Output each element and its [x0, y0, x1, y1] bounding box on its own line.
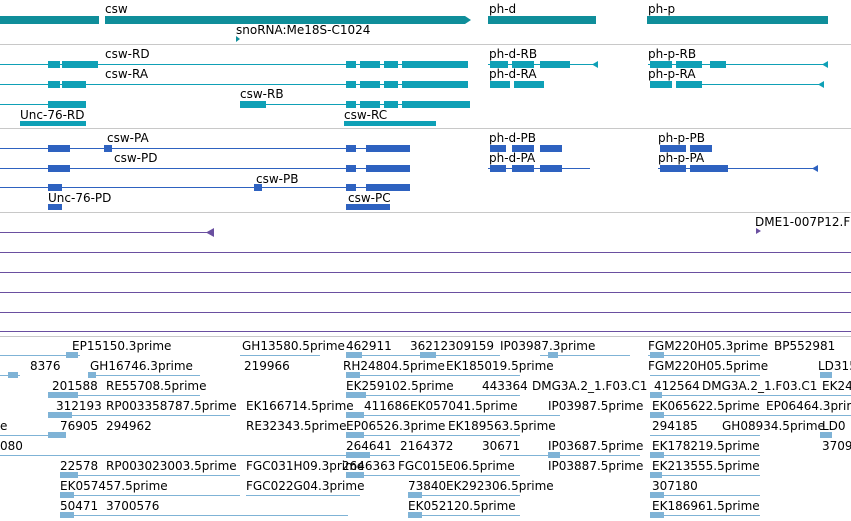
est-label[interactable]: FGM220H05.5prime [648, 359, 769, 373]
est-label[interactable]: DMG3A.2_1.F03.C1 [532, 379, 648, 393]
est-label[interactable]: e [0, 419, 8, 433]
est-label[interactable]: EK185019.5prime [446, 359, 554, 373]
est-label[interactable]: 307180 [652, 479, 698, 493]
est-label[interactable]: RP003023003.5prime [106, 459, 237, 473]
protein-label[interactable]: ph-d-PA [489, 151, 536, 165]
est-label[interactable]: LD315 [818, 359, 851, 373]
est-label[interactable]: EK259102.5prime [346, 379, 454, 393]
est-label[interactable]: FGC031H09.3prime [246, 459, 365, 473]
est-label[interactable]: GH13580.5prime [242, 339, 345, 353]
est-label[interactable]: RH24804.5prime [343, 359, 445, 373]
protein-label[interactable]: csw-PC [348, 191, 391, 205]
est-label[interactable]: GH16746.3prime [90, 359, 193, 373]
est-label[interactable]: RP003358787.5prime [106, 399, 237, 413]
est-label[interactable]: DMG3A.2_1.F03.C1 [702, 379, 818, 393]
est-label[interactable]: 443364 [482, 379, 528, 393]
est-label[interactable]: IP03987.5prime [548, 399, 644, 413]
ncrna-track[interactable] [0, 228, 851, 332]
gene-label-ph-d[interactable]: ph-d [489, 2, 517, 16]
est-label[interactable]: EK213555.5prime [652, 459, 760, 473]
est-label[interactable]: FGC015E06.5prime [398, 459, 515, 473]
est-label[interactable]: EK166714.5prime [246, 399, 354, 413]
est-label[interactable]: 76905 [60, 419, 99, 433]
transcript-label[interactable]: ph-d-RB [489, 47, 538, 61]
est-label[interactable]: 412564 [654, 379, 700, 393]
est-label[interactable]: 73840 [408, 479, 447, 493]
gene-label-csw[interactable]: csw [105, 2, 128, 16]
transcript-label[interactable]: csw-RC [344, 108, 388, 122]
est-label[interactable]: LD0 [822, 419, 846, 433]
transcript-track[interactable] [0, 61, 828, 126]
protein-label[interactable]: ph-p-PA [658, 151, 705, 165]
est-label[interactable]: 22578 [60, 459, 99, 473]
est-label[interactable]: 3709 [822, 439, 851, 453]
est-label[interactable]: EK189563.5prime [448, 419, 556, 433]
gene-csw-bar[interactable] [105, 16, 471, 24]
est-label[interactable]: IP03987.3prime [500, 339, 596, 353]
transcript-label[interactable]: csw-RB [240, 87, 284, 101]
protein-label[interactable]: Unc-76-PD [48, 191, 112, 205]
est-label[interactable]: 462911 [346, 339, 392, 353]
est-label[interactable]: 312193 [56, 399, 102, 413]
transcript-label[interactable]: csw-RD [105, 47, 150, 61]
est-label[interactable]: EK057041.5prime [410, 399, 518, 413]
est-label[interactable]: 2646363 [342, 459, 396, 473]
est-label[interactable]: EP15150.3prime [72, 339, 172, 353]
est-label[interactable]: EP06464.3prime [766, 399, 851, 413]
est-label[interactable]: 411686 [364, 399, 410, 413]
gene-snorna-marker[interactable] [236, 36, 240, 42]
transcript-label[interactable]: ph-p-RA [648, 67, 696, 81]
est-label[interactable]: FGM220H05.3prime [648, 339, 769, 353]
est-label[interactable]: EK24 [822, 379, 851, 393]
gene-ph-d-bar[interactable] [488, 16, 596, 24]
protein-label[interactable]: csw-PD [114, 151, 158, 165]
protein-track[interactable] [0, 145, 818, 210]
est-label[interactable]: BP552981 [774, 339, 836, 353]
est-label[interactable]: 294185 [652, 419, 698, 433]
est-label[interactable]: EP06526.3prime [346, 419, 446, 433]
gene-label-snorna[interactable]: snoRNA:Me18S-C1024 [236, 23, 371, 37]
est-label[interactable]: 30671 [482, 439, 521, 453]
est-label[interactable]: EK178219.5prime [652, 439, 760, 453]
est-label[interactable]: FGC022G04.3prime [246, 479, 365, 493]
est-label[interactable]: IP03687.5prime [548, 439, 644, 453]
est-label[interactable]: EK186961.5prime [652, 499, 760, 513]
protein-label[interactable]: csw-PA [107, 131, 149, 145]
est-label[interactable]: 50471 [60, 499, 99, 513]
est-label[interactable]: 080 [0, 439, 23, 453]
est-label[interactable]: EK057457.5prime [60, 479, 168, 493]
est-label[interactable]: EK065622.5prime [652, 399, 760, 413]
est-label[interactable]: 264641 [346, 439, 392, 453]
est-track[interactable] [0, 352, 851, 518]
gene-track[interactable] [0, 16, 828, 42]
transcript-label[interactable]: ph-d-RA [489, 67, 537, 81]
est-label[interactable]: 219966 [244, 359, 290, 373]
est-label[interactable]: 2164372 [400, 439, 454, 453]
gene-label-ph-p[interactable]: ph-p [648, 2, 676, 16]
gene-bar-left[interactable] [0, 16, 99, 24]
est-label[interactable]: 8376 [30, 359, 61, 373]
est-label[interactable]: IP03887.5prime [548, 459, 644, 473]
transcript-label[interactable]: ph-p-RB [648, 47, 697, 61]
transcript-label[interactable]: csw-RA [105, 67, 149, 81]
protein-label[interactable]: ph-d-PB [489, 131, 536, 145]
gene-ph-p-bar[interactable] [647, 16, 828, 24]
est-label[interactable]: RE32343.5prime [246, 419, 347, 433]
track-separators [0, 44, 851, 337]
est-label[interactable]: 36212309159 [410, 339, 494, 353]
est-label[interactable]: EK052120.5prime [408, 499, 516, 513]
est-label[interactable]: RE55708.5prime [106, 379, 207, 393]
transcript-label[interactable]: Unc-76-RD [20, 108, 85, 122]
protein-label[interactable]: ph-p-PB [658, 131, 705, 145]
est-label[interactable]: EK292306.5prime [446, 479, 554, 493]
ncrna-label[interactable]: DME1-007P12.F [755, 215, 851, 229]
est-label[interactable]: 3700576 [106, 499, 160, 513]
protein-label[interactable]: csw-PB [256, 172, 299, 186]
est-label[interactable]: GH08934.5prime [722, 419, 825, 433]
est-label[interactable]: 294962 [106, 419, 152, 433]
est-label[interactable]: 201588 [52, 379, 98, 393]
